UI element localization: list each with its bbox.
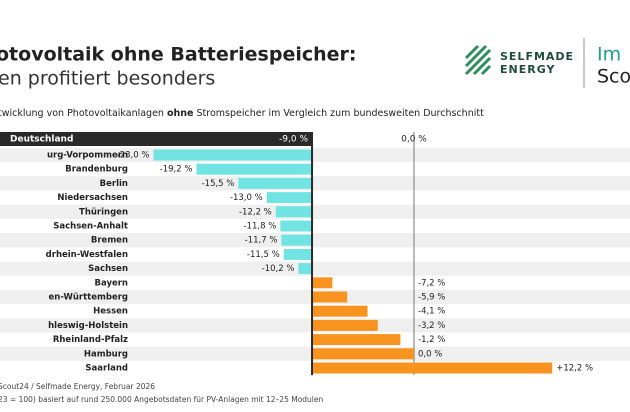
footer: Scout24 / Selfmade Energy, Februar 2026 [0, 382, 155, 391]
value-label: +12,2 % [556, 364, 593, 374]
subtitle: twicklung von Photovoltaikanlagen ohne S… [0, 108, 484, 119]
value-label: -23,0 % [117, 151, 150, 161]
value-label: -19,2 % [160, 165, 193, 175]
category-label: Bremen [91, 236, 128, 246]
value-label: -3,2 % [418, 321, 445, 331]
subtitle-part: twicklung von Photovoltaikanlagen [0, 108, 167, 119]
category-label: hleswig-Holstein [48, 321, 128, 331]
logo-text: Scou [597, 66, 630, 88]
bar [280, 220, 313, 232]
category-label: Berlin [100, 179, 128, 189]
footer: 23 = 100) basiert auf rund 250.000 Angeb… [0, 395, 324, 404]
bar [312, 362, 553, 374]
bar [275, 206, 313, 218]
category-label: Saarland [85, 364, 128, 374]
value-label: -7,2 % [418, 278, 445, 288]
category-label: Hessen [93, 307, 128, 317]
title-line: en profitiert besonders [0, 68, 215, 90]
value-label: -11,7 % [245, 236, 278, 246]
value-label: 0,0 % [418, 349, 442, 359]
value-label: -1,2 % [418, 335, 445, 345]
logo-text: ENERGY [500, 63, 555, 76]
category-label: Thüringen [79, 207, 128, 217]
bar [266, 192, 313, 204]
category-label: Brandenburg [65, 165, 128, 175]
category-label: Sachsen [88, 264, 128, 274]
bar [196, 163, 313, 175]
bar [312, 348, 414, 360]
subtitle-part: Stromspeicher im Vergleich zum bundeswei… [193, 108, 484, 119]
row-stripe [0, 204, 630, 219]
logo-text: SELFMADE [500, 50, 574, 63]
bar [298, 263, 313, 275]
category-label: Hamburg [84, 349, 128, 359]
bar [153, 149, 313, 161]
bar [283, 248, 313, 260]
category-label: urg-Vorpommern [47, 151, 128, 161]
bar [312, 277, 333, 289]
bar [312, 319, 378, 331]
bar [281, 234, 313, 246]
category-label: Sachsen-Anhalt [53, 222, 128, 232]
logo-text: Im [597, 44, 621, 66]
bar [238, 177, 313, 189]
category-label: Rheinland-Pfalz [53, 335, 128, 345]
category-label: en-Württemberg [49, 293, 128, 303]
category-label: Bayern [94, 278, 128, 288]
value-label: -13,0 % [230, 193, 263, 203]
reference-label: Deutschland [10, 135, 73, 145]
x-tick-label: 0,0 % [401, 135, 427, 145]
logo-icon [464, 44, 492, 76]
category-label: drhein-Westfalen [46, 250, 128, 260]
value-label: -15,5 % [202, 179, 235, 189]
value-label: -11,8 % [244, 222, 277, 232]
bar [312, 334, 401, 346]
reference-value-label: -9,0 % [279, 135, 308, 145]
value-label: -12,2 % [239, 207, 272, 217]
bar [312, 305, 368, 317]
subtitle-part: ohne [167, 108, 194, 119]
value-label: -4,1 % [418, 307, 445, 317]
value-label: -5,9 % [418, 293, 445, 303]
value-label: -10,2 % [262, 264, 295, 274]
row-stripe [0, 261, 630, 276]
category-label: Niedersachsen [57, 193, 128, 203]
value-label: -11,5 % [247, 250, 280, 260]
row-stripe [0, 176, 630, 191]
bar [312, 291, 348, 303]
row-stripe [0, 233, 630, 248]
title: otovoltaik ohne Batteriespeicher: [0, 44, 357, 66]
reference-row [0, 132, 313, 146]
